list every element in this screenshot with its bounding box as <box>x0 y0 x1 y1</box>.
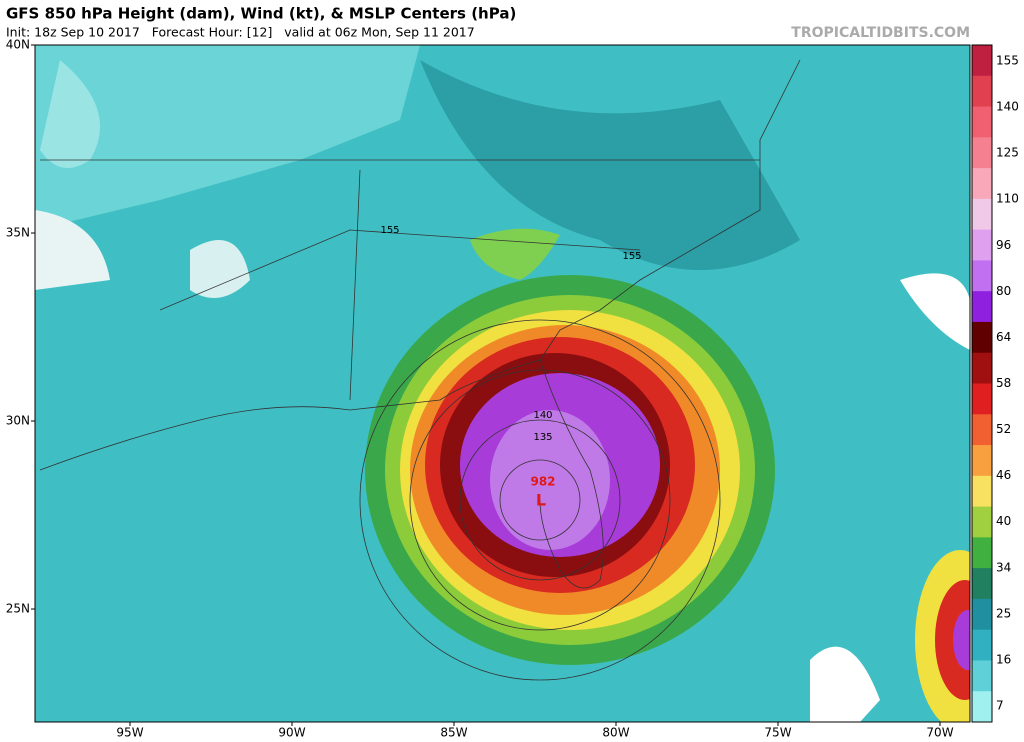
subtitle: Init: 18z Sep 10 2017 Forecast Hour: [12… <box>6 25 475 40</box>
colorbar-segment <box>972 45 992 77</box>
colorbar-segment <box>972 506 992 538</box>
lat-label: 40N <box>6 38 30 52</box>
colorbar-label: 96 <box>996 238 1011 252</box>
colorbar-label: 110 <box>996 192 1019 206</box>
colorbar-segment <box>972 352 992 384</box>
low-pressure-value: 982 <box>530 475 555 489</box>
lat-label: 25N <box>6 602 30 616</box>
colorbar-segment <box>972 383 992 415</box>
colorbar-label: 64 <box>996 330 1011 344</box>
colorbar-segment <box>972 445 992 477</box>
colorbar-segment <box>972 629 992 661</box>
lat-label: 35N <box>6 226 30 240</box>
lat-label: 30N <box>6 414 30 428</box>
lon-label: 90W <box>278 726 305 740</box>
contour-label: 140 <box>533 410 552 421</box>
colorbar-segment <box>972 106 992 138</box>
colorbar-label: 140 <box>996 100 1019 114</box>
colorbar-segment <box>972 414 992 446</box>
contour-label: 155 <box>380 225 399 236</box>
colorbar-label: 155 <box>996 54 1019 68</box>
colorbar-segment <box>972 321 992 354</box>
colorbar-label: 80 <box>996 284 1011 298</box>
lon-label: 80W <box>602 726 629 740</box>
colorbar-segment <box>972 568 992 600</box>
colorbar-label: 46 <box>996 468 1011 482</box>
colorbar-segment <box>972 691 992 723</box>
title: GFS 850 hPa Height (dam), Wind (kt), & M… <box>6 5 516 23</box>
colorbar-label: 25 <box>996 606 1011 620</box>
low-symbol: L <box>536 491 546 510</box>
colorbar-label: 58 <box>996 376 1011 390</box>
colorbar-segment <box>972 660 992 692</box>
lon-label: 85W <box>440 726 467 740</box>
colorbar-label: 52 <box>996 422 1011 436</box>
colorbar-label: 7 <box>996 699 1004 713</box>
lon-label: 70W <box>926 726 953 740</box>
colorbar-segment <box>972 291 992 323</box>
map <box>35 45 970 722</box>
colorbar-segment <box>972 198 992 231</box>
colorbar-segment <box>972 260 992 292</box>
lon-label: 95W <box>116 726 143 740</box>
colorbar-segment <box>972 537 992 569</box>
contour-label: 135 <box>533 432 552 443</box>
map-frame <box>34 44 971 723</box>
colorbar-frame <box>971 44 993 723</box>
colorbar-label: 34 <box>996 560 1011 574</box>
lon-label: 75W <box>764 726 791 740</box>
colorbar-segment <box>972 475 992 508</box>
colorbar-segment <box>972 75 992 108</box>
contour-label: 155 <box>622 251 641 262</box>
colorbar-segment <box>972 137 992 169</box>
colorbar-label: 16 <box>996 652 1011 666</box>
colorbar-segment <box>972 598 992 631</box>
colorbar-segment <box>972 168 992 200</box>
colorbar-segment <box>972 229 992 261</box>
watermark: TROPICALTIDBITS.COM <box>791 25 970 41</box>
colorbar-label: 40 <box>996 514 1011 528</box>
colorbar-label: 125 <box>996 146 1019 160</box>
